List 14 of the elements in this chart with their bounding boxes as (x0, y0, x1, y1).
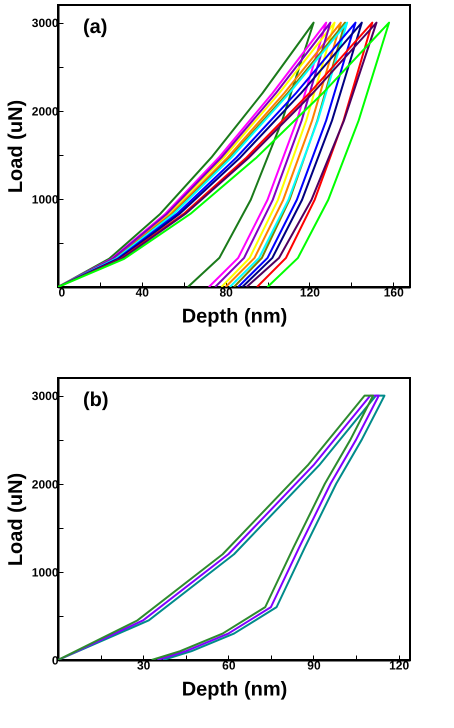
y-axis-title: Load (uN) (4, 100, 27, 194)
x-tick-label: 80 (219, 286, 234, 300)
x-axis-title: Depth (nm) (182, 306, 288, 328)
annotation: (a) (83, 16, 108, 38)
annotation: (b) (83, 389, 109, 411)
x-tick-label: 40 (136, 286, 150, 300)
x-tick-label: 90 (307, 658, 321, 672)
x-tick-label: 160 (384, 286, 404, 300)
x-tick-label: 30 (136, 658, 151, 672)
x-tick-label: 120 (300, 286, 320, 300)
x-tick-label: 60 (222, 658, 236, 672)
x-axis-title: Depth (nm) (182, 678, 288, 700)
x-tick-label: 120 (389, 658, 410, 672)
y-axis-title: Load (uN) (4, 472, 27, 566)
